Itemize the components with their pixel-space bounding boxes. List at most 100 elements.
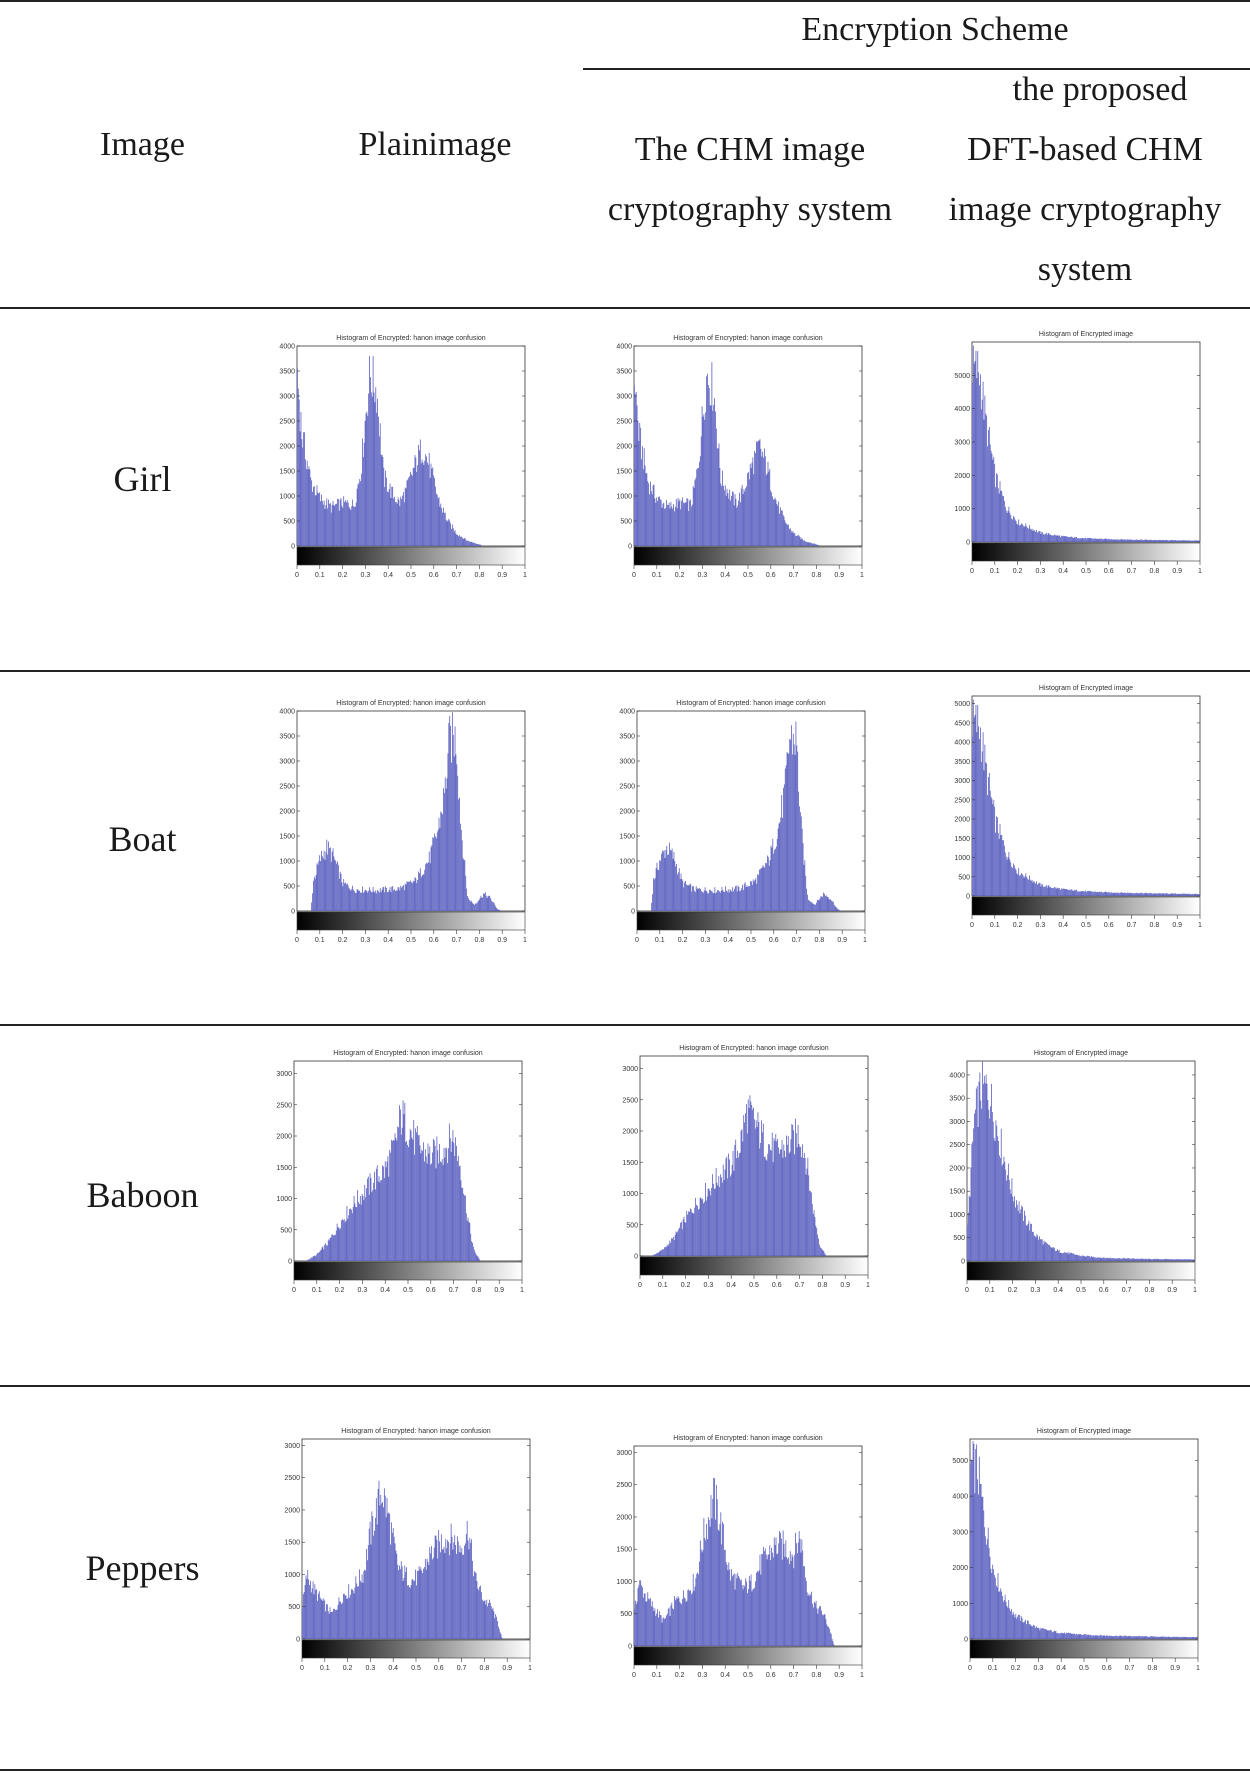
bar [338,510,340,546]
bar [1126,539,1128,542]
bar [446,778,448,911]
bar [1056,1632,1058,1639]
bar [809,1190,811,1256]
bar [1029,1230,1031,1261]
bar [409,1129,411,1261]
bar [408,1587,410,1639]
bar [1058,1249,1060,1261]
bar [717,1185,719,1256]
plot-frame [971,341,1201,543]
bar [354,506,355,546]
bar [1155,893,1157,896]
x-tick-label: 0.9 [497,937,507,944]
bar [729,489,731,546]
bar [727,889,729,911]
bar [471,541,473,546]
bar [716,1499,718,1646]
bar [339,1229,341,1261]
bar [406,480,408,546]
bar [696,469,698,546]
bar [1012,863,1014,896]
bar [475,1254,477,1261]
bar [761,1120,762,1256]
bar [1076,1634,1078,1639]
bar [1170,540,1172,542]
bar [1198,894,1200,896]
bar [1091,1635,1092,1639]
bar [681,1229,683,1256]
bar [1090,1256,1092,1261]
bar [390,1544,391,1639]
bar [1157,540,1159,542]
bar [1104,1635,1106,1639]
bar [795,1532,796,1646]
bar [489,1599,490,1639]
bar [398,1570,399,1639]
bar [450,725,451,911]
bar [1077,891,1078,896]
bar [1130,1258,1132,1261]
bar [1182,1259,1184,1261]
bar [1183,893,1185,896]
x-tick-label: 0.3 [1031,1287,1041,1294]
bar [468,540,469,546]
bar [1156,1258,1158,1261]
bar [702,1550,704,1646]
bar [383,886,385,911]
bar [419,1569,421,1639]
bar [1032,1231,1034,1261]
bar [395,1550,397,1639]
bar [691,1212,693,1256]
bar [345,1220,347,1261]
bar [1102,1257,1104,1261]
bar [1019,1213,1021,1261]
bar [347,885,349,911]
bar [1088,537,1090,542]
bar [699,456,701,546]
bar [1092,1257,1094,1261]
bar [651,902,653,911]
y-tick-label: 1000 [622,1191,638,1198]
bar [391,886,393,911]
bar [747,1099,749,1256]
chart-title: Histogram of Encrypted: hanon image conf… [679,1045,829,1052]
bar [722,1521,723,1646]
bar [1101,1258,1103,1261]
bar [1164,893,1166,896]
bar [305,468,307,546]
bar [667,505,669,546]
bar [311,480,313,546]
bar [1101,891,1102,896]
bar [1039,1236,1040,1261]
bar [765,475,767,546]
bar [444,777,446,911]
bar [683,503,685,546]
bar [989,1556,991,1639]
x-tick-label: 0.6 [429,937,439,944]
bar [380,1179,382,1261]
bar [725,495,727,546]
bar [417,879,419,911]
bar [738,886,740,911]
bar [979,1483,981,1639]
bar [1186,1259,1187,1261]
bar [407,881,409,911]
bar [387,1156,389,1261]
bar [1039,531,1041,542]
bar [789,738,791,911]
bar [981,751,983,896]
top-rule [0,0,1250,2]
bar [660,1615,662,1646]
bar [1176,540,1178,542]
bar [358,890,360,911]
bar [718,443,720,546]
bar [394,889,395,911]
bar [365,890,367,911]
bar [442,512,443,546]
bar [678,1229,680,1256]
bar [710,405,712,546]
bar [801,537,803,546]
bar [640,427,642,546]
bar [671,1238,672,1256]
bar [739,492,740,546]
